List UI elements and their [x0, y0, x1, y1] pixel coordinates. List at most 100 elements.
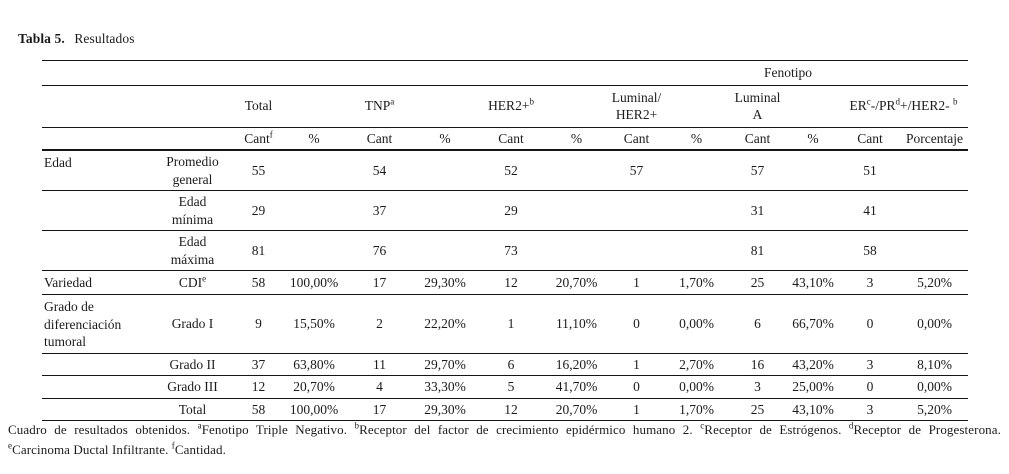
- cell-value: 37: [346, 190, 413, 232]
- cell-value: 58: [839, 230, 901, 272]
- row-category: Grado de diferenciación tumoral: [42, 294, 150, 354]
- cell-value: 15,50%: [282, 294, 346, 354]
- cell-value: 16: [728, 353, 787, 377]
- cell-value: 73: [477, 230, 545, 272]
- fenotipo-header: Fenotipo: [608, 60, 969, 86]
- group-gap: [665, 85, 728, 128]
- cell-value: 33,30%: [413, 375, 477, 399]
- cell-value: 54: [346, 150, 413, 192]
- col-header-her2: HER2+b: [477, 85, 545, 128]
- cell-value: 1: [477, 294, 545, 354]
- cell-value: 12: [235, 375, 282, 399]
- cell-value: 29,30%: [413, 270, 477, 296]
- cell-value: 9: [235, 294, 282, 354]
- cell-value: [787, 230, 839, 272]
- cell-value: 22,20%: [413, 294, 477, 354]
- subheader-pct: %: [665, 127, 728, 152]
- cell-value: 57: [728, 150, 787, 192]
- superscript-d: d: [895, 96, 901, 107]
- col-header-her2-label: HER2+: [488, 98, 530, 114]
- cell-value: 52: [477, 150, 545, 192]
- footnote-line-1: Cuadro de resultados obtenidos. aFenotip…: [8, 420, 1001, 440]
- cell-value: 0,00%: [665, 294, 728, 354]
- cell-value: 0: [608, 294, 665, 354]
- cell-value: 11,10%: [545, 294, 608, 354]
- cell-value: 0,00%: [665, 375, 728, 399]
- cell-value: [901, 230, 969, 272]
- cell-value: 1,70%: [665, 398, 728, 422]
- col-header-er-pr-her2: ERc-/PRd+/HER2- b: [839, 85, 969, 128]
- row-label: Grado III: [150, 375, 235, 399]
- cell-value: 31: [728, 190, 787, 232]
- group-gap: [545, 85, 608, 128]
- cell-value: 58: [235, 398, 282, 422]
- footnote-marker-e: e: [8, 440, 13, 451]
- cell-value: 66,70%: [787, 294, 839, 354]
- row-label: Grado I: [150, 294, 235, 354]
- cell-value: 29,70%: [413, 353, 477, 377]
- footnote-marker-b: b: [354, 420, 360, 431]
- cell-value: [901, 150, 969, 192]
- row-category: [42, 353, 150, 377]
- table-row: Variedad CDIe 58 100,00% 17 29,30% 12 20,70% 1 1,…: [42, 270, 969, 296]
- cell-value: 0: [839, 375, 901, 399]
- row-label-text: CDI: [178, 274, 203, 290]
- footnote-def-b: Receptor del factor de crecimiento epidé…: [359, 422, 701, 437]
- row-category: Edad: [42, 150, 150, 192]
- superscript-c: c: [866, 96, 871, 107]
- subheader-spacer: [42, 127, 235, 152]
- subheader-pct: %: [413, 127, 477, 152]
- cell-value: [608, 190, 665, 232]
- subheader-cant: Cant: [346, 127, 413, 152]
- fenotipo-header-row: Fenotipo: [42, 60, 969, 86]
- cell-value: 57: [608, 150, 665, 192]
- cell-value: 51: [839, 150, 901, 192]
- subheader-pct: %: [545, 127, 608, 152]
- row-category: Variedad: [42, 270, 150, 296]
- cell-value: [413, 190, 477, 232]
- subheader-cant: Cant: [839, 127, 901, 152]
- cell-value: 20,70%: [545, 398, 608, 422]
- cell-value: 43,10%: [787, 398, 839, 422]
- row-category: [42, 375, 150, 399]
- cell-value: [608, 230, 665, 272]
- cell-value: 6: [728, 294, 787, 354]
- table-title-number: Tabla 5.: [18, 31, 65, 46]
- er-label-part: ER: [849, 98, 867, 114]
- subheader-cant: Cant: [728, 127, 787, 152]
- cell-value: 5: [477, 375, 545, 399]
- cell-value: 0: [839, 294, 901, 354]
- cell-value: 37: [235, 353, 282, 377]
- superscript-a: a: [390, 96, 395, 107]
- group-header-row: Total TNPa HER2+b Luminal/ HER2+ Luminal…: [42, 85, 969, 128]
- row-label: Promedio general: [150, 150, 235, 192]
- row-category: [42, 398, 150, 422]
- cell-value: 43,20%: [787, 353, 839, 377]
- cell-value: 58: [235, 270, 282, 296]
- cell-value: 8,10%: [901, 353, 969, 377]
- cell-value: 81: [728, 230, 787, 272]
- subheader-cant-total: Cantf: [235, 127, 282, 152]
- cell-value: 55: [235, 150, 282, 192]
- table-row: Edad Promedio general 55 54 52 57 57 51: [42, 150, 969, 192]
- superscript-e: e: [202, 273, 207, 284]
- table-title-text: Resultados: [74, 31, 135, 46]
- er-label-part: -/PR: [870, 98, 896, 114]
- table-row: Grado II 37 63,80% 11 29,70% 6 16,20% 1 2,70% 16 4…: [42, 353, 969, 377]
- cell-value: 6: [477, 353, 545, 377]
- cell-value: 3: [728, 375, 787, 399]
- footnote: Cuadro de resultados obtenidos. aFenotip…: [8, 420, 1001, 459]
- cell-value: 0,00%: [901, 375, 969, 399]
- table-row: Edad mínima 29 37 29 31 41: [42, 190, 969, 232]
- col-header-luminal-a: Luminal A: [728, 85, 787, 128]
- superscript-f: f: [269, 129, 273, 140]
- footnote-def-f: Cantidad.: [174, 441, 226, 457]
- cell-value: [901, 190, 969, 232]
- table-row: Grado III 12 20,70% 4 33,30% 5 41,70% 0 0,00% 3 25…: [42, 375, 969, 399]
- subheader-pct: %: [282, 127, 346, 152]
- superscript-b: b: [529, 96, 534, 107]
- cell-value: 11: [346, 353, 413, 377]
- subheader-pct: %: [787, 127, 839, 152]
- cell-value: 5,20%: [901, 270, 969, 296]
- cell-value: 29,30%: [413, 398, 477, 422]
